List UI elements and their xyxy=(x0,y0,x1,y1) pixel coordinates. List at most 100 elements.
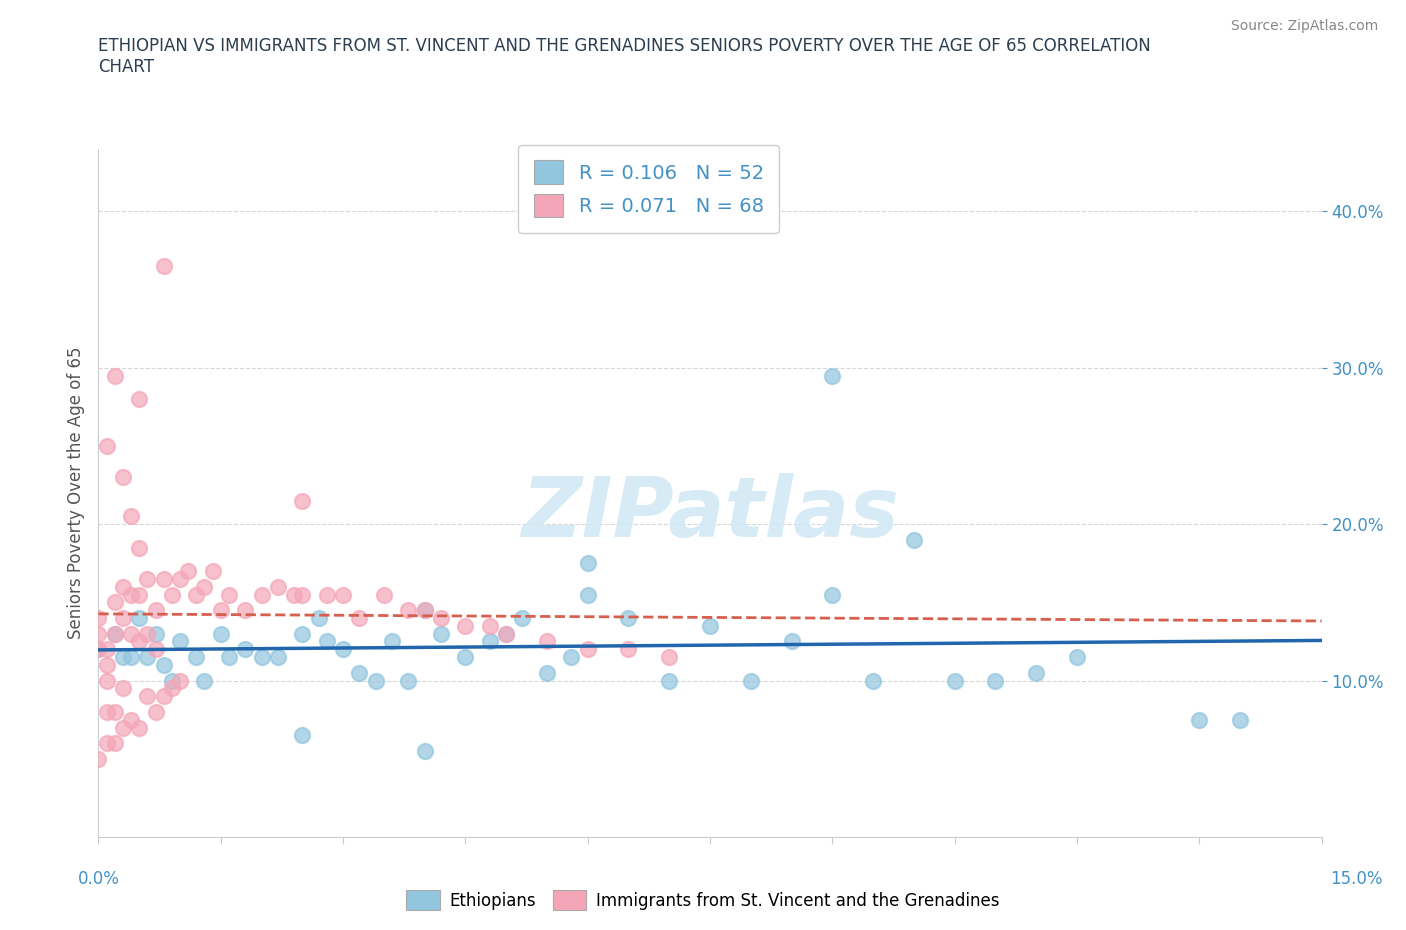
Point xyxy=(291,587,314,602)
Point xyxy=(145,603,167,618)
Point xyxy=(862,673,884,688)
Legend: Ethiopians, Immigrants from St. Vincent and the Grenadines: Ethiopians, Immigrants from St. Vincent … xyxy=(399,884,1007,917)
Point xyxy=(193,579,215,594)
Point xyxy=(536,665,558,680)
Point xyxy=(396,673,419,688)
Point xyxy=(291,728,314,743)
Point xyxy=(291,493,314,508)
Point xyxy=(96,673,118,688)
Point xyxy=(209,603,232,618)
Point xyxy=(152,658,174,672)
Point xyxy=(87,626,110,641)
Point xyxy=(560,650,582,665)
Point xyxy=(160,673,183,688)
Point xyxy=(87,642,110,657)
Point xyxy=(617,642,640,657)
Point xyxy=(186,650,208,665)
Point xyxy=(413,744,436,759)
Point xyxy=(96,658,118,672)
Point xyxy=(576,556,599,571)
Point xyxy=(381,634,404,649)
Point xyxy=(821,587,844,602)
Point xyxy=(169,634,191,649)
Point xyxy=(903,532,925,547)
Point xyxy=(152,689,174,704)
Text: ZIPatlas: ZIPatlas xyxy=(522,473,898,554)
Point xyxy=(617,611,640,626)
Point xyxy=(984,673,1007,688)
Point xyxy=(364,673,387,688)
Point xyxy=(495,626,517,641)
Point xyxy=(478,618,501,633)
Point xyxy=(218,650,240,665)
Point xyxy=(169,571,191,587)
Point xyxy=(349,665,371,680)
Point xyxy=(233,603,256,618)
Point xyxy=(104,704,127,719)
Text: 0.0%: 0.0% xyxy=(77,870,120,887)
Point xyxy=(104,595,127,610)
Point xyxy=(128,611,150,626)
Point xyxy=(120,712,142,727)
Point xyxy=(413,603,436,618)
Point xyxy=(104,736,127,751)
Point xyxy=(104,626,127,641)
Point xyxy=(128,540,150,555)
Point xyxy=(218,587,240,602)
Point xyxy=(136,650,159,665)
Point xyxy=(943,673,966,688)
Point xyxy=(396,603,419,618)
Text: Source: ZipAtlas.com: Source: ZipAtlas.com xyxy=(1230,19,1378,33)
Point xyxy=(536,634,558,649)
Point xyxy=(291,626,314,641)
Point xyxy=(186,587,208,602)
Point xyxy=(658,673,681,688)
Point xyxy=(145,642,167,657)
Point xyxy=(145,626,167,641)
Point xyxy=(373,587,395,602)
Point xyxy=(1025,665,1047,680)
Point xyxy=(454,650,477,665)
Point xyxy=(478,634,501,649)
Point xyxy=(1066,650,1088,665)
Point xyxy=(283,587,305,602)
Point xyxy=(267,650,290,665)
Point xyxy=(128,634,150,649)
Point xyxy=(576,642,599,657)
Point xyxy=(780,634,803,649)
Point xyxy=(111,681,134,696)
Point xyxy=(699,618,721,633)
Point xyxy=(111,611,134,626)
Point xyxy=(349,611,371,626)
Point xyxy=(136,689,159,704)
Point xyxy=(120,626,142,641)
Point xyxy=(169,673,191,688)
Point xyxy=(120,587,142,602)
Point xyxy=(96,439,118,454)
Point xyxy=(96,642,118,657)
Point xyxy=(136,626,159,641)
Point xyxy=(201,564,224,578)
Point xyxy=(152,571,174,587)
Point xyxy=(193,673,215,688)
Point xyxy=(315,634,337,649)
Point xyxy=(87,611,110,626)
Point xyxy=(136,571,159,587)
Point xyxy=(87,642,110,657)
Point xyxy=(267,579,290,594)
Point xyxy=(250,650,273,665)
Point xyxy=(233,642,256,657)
Point xyxy=(128,587,150,602)
Point xyxy=(250,587,273,602)
Legend: R = 0.106   N = 52, R = 0.071   N = 68: R = 0.106 N = 52, R = 0.071 N = 68 xyxy=(519,145,779,233)
Point xyxy=(111,720,134,735)
Point xyxy=(454,618,477,633)
Point xyxy=(120,509,142,524)
Y-axis label: Seniors Poverty Over the Age of 65: Seniors Poverty Over the Age of 65 xyxy=(66,347,84,639)
Point xyxy=(160,587,183,602)
Point xyxy=(576,587,599,602)
Point xyxy=(145,704,167,719)
Point xyxy=(160,681,183,696)
Point xyxy=(120,650,142,665)
Point xyxy=(104,626,127,641)
